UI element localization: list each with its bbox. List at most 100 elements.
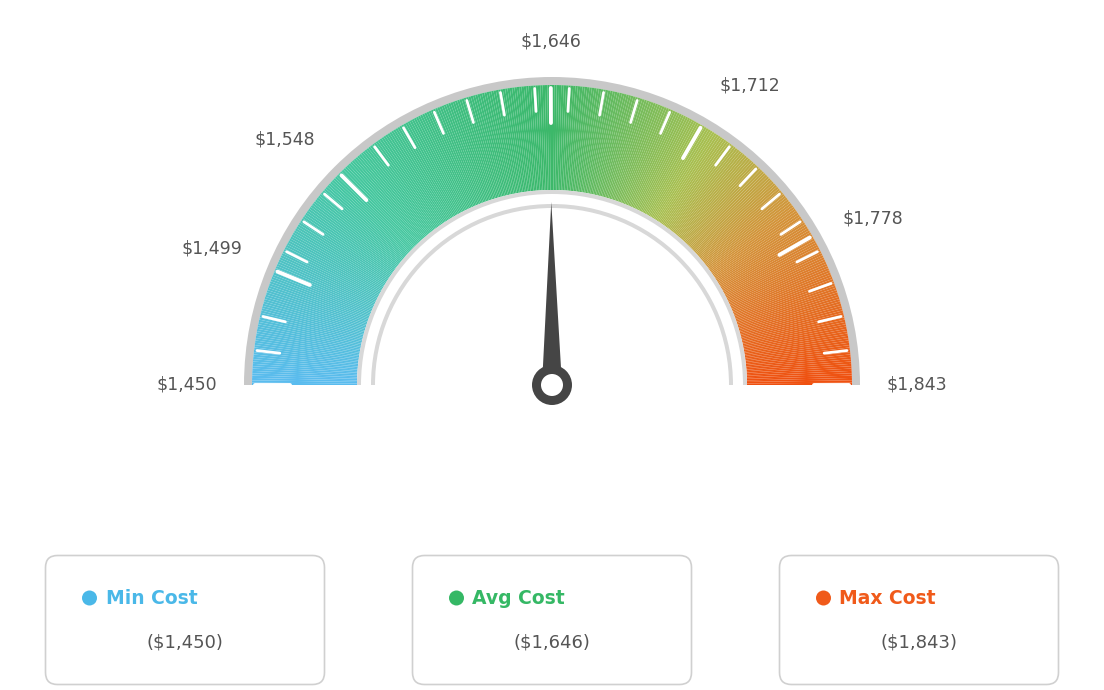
Wedge shape	[335, 176, 412, 250]
Wedge shape	[633, 112, 678, 208]
Wedge shape	[254, 352, 358, 365]
Wedge shape	[736, 288, 837, 324]
Wedge shape	[573, 87, 587, 191]
Wedge shape	[561, 86, 569, 190]
Wedge shape	[284, 249, 379, 298]
Wedge shape	[652, 128, 709, 219]
Wedge shape	[654, 129, 711, 219]
Text: $1,499: $1,499	[181, 239, 243, 257]
Wedge shape	[740, 304, 841, 333]
Wedge shape	[264, 299, 365, 331]
Wedge shape	[567, 86, 577, 190]
Circle shape	[82, 591, 97, 606]
Wedge shape	[304, 215, 392, 275]
Wedge shape	[712, 213, 799, 274]
Wedge shape	[736, 286, 836, 322]
Wedge shape	[437, 107, 479, 205]
Wedge shape	[655, 130, 713, 220]
Wedge shape	[703, 195, 786, 263]
Wedge shape	[267, 288, 368, 324]
Wedge shape	[746, 368, 851, 376]
Wedge shape	[650, 126, 704, 217]
Wedge shape	[584, 89, 604, 193]
Text: ($1,843): ($1,843)	[881, 633, 957, 651]
Text: $1,712: $1,712	[720, 77, 781, 95]
Text: ($1,450): ($1,450)	[147, 633, 223, 651]
Wedge shape	[428, 110, 474, 207]
Wedge shape	[744, 331, 848, 351]
Wedge shape	[262, 308, 363, 337]
Wedge shape	[498, 90, 519, 193]
Wedge shape	[596, 92, 622, 195]
Wedge shape	[535, 86, 543, 190]
Wedge shape	[743, 326, 847, 348]
Wedge shape	[723, 243, 817, 294]
Wedge shape	[252, 383, 357, 385]
Wedge shape	[349, 163, 421, 242]
Wedge shape	[563, 86, 571, 190]
Wedge shape	[487, 92, 511, 195]
Wedge shape	[508, 88, 524, 193]
Wedge shape	[708, 205, 794, 269]
Wedge shape	[391, 130, 449, 220]
Wedge shape	[735, 281, 835, 319]
Wedge shape	[402, 124, 455, 217]
Wedge shape	[746, 359, 851, 370]
Wedge shape	[326, 186, 406, 257]
Wedge shape	[569, 86, 581, 191]
Wedge shape	[322, 190, 404, 259]
Wedge shape	[725, 249, 820, 298]
Wedge shape	[279, 257, 375, 304]
Wedge shape	[390, 132, 447, 221]
Wedge shape	[459, 99, 493, 199]
Wedge shape	[688, 170, 763, 246]
Circle shape	[541, 374, 563, 396]
Wedge shape	[280, 255, 376, 302]
Wedge shape	[719, 228, 809, 284]
Wedge shape	[746, 373, 852, 379]
Wedge shape	[721, 235, 813, 288]
Wedge shape	[442, 105, 481, 204]
Wedge shape	[381, 137, 443, 224]
Wedge shape	[614, 101, 649, 201]
Wedge shape	[295, 228, 385, 284]
Wedge shape	[291, 235, 383, 288]
Wedge shape	[412, 119, 463, 213]
Wedge shape	[272, 277, 370, 316]
Wedge shape	[665, 139, 726, 226]
Wedge shape	[545, 85, 549, 190]
Wedge shape	[661, 137, 723, 224]
Wedge shape	[715, 220, 804, 279]
Wedge shape	[606, 97, 638, 198]
Wedge shape	[593, 92, 617, 195]
Wedge shape	[592, 91, 615, 195]
Wedge shape	[343, 168, 417, 245]
Wedge shape	[431, 110, 475, 206]
Wedge shape	[267, 290, 367, 325]
Wedge shape	[397, 127, 453, 218]
Wedge shape	[359, 154, 427, 236]
Wedge shape	[689, 171, 764, 247]
Wedge shape	[300, 220, 389, 279]
Wedge shape	[521, 86, 533, 191]
Wedge shape	[329, 183, 407, 255]
Wedge shape	[746, 362, 851, 371]
Wedge shape	[728, 253, 822, 301]
Wedge shape	[361, 152, 428, 235]
Wedge shape	[266, 293, 367, 326]
Wedge shape	[740, 302, 841, 332]
Wedge shape	[375, 141, 438, 227]
Wedge shape	[617, 102, 654, 201]
Wedge shape	[737, 290, 837, 325]
Wedge shape	[647, 124, 701, 215]
Wedge shape	[676, 152, 743, 235]
Wedge shape	[252, 373, 358, 379]
Wedge shape	[269, 281, 369, 319]
Wedge shape	[338, 173, 414, 248]
Wedge shape	[294, 230, 385, 286]
Wedge shape	[721, 237, 814, 290]
Wedge shape	[552, 85, 554, 190]
Wedge shape	[662, 138, 724, 226]
Wedge shape	[657, 132, 714, 221]
Wedge shape	[274, 270, 372, 312]
